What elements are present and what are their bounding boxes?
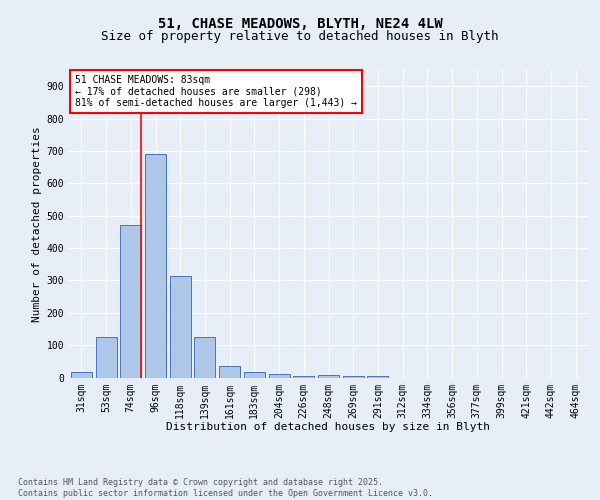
Bar [95, 337, 116, 378]
Y-axis label: Number of detached properties: Number of detached properties [32, 126, 43, 322]
Bar [71, 372, 92, 378]
Bar [219, 366, 240, 378]
Bar [244, 372, 265, 378]
Bar [145, 154, 166, 378]
Bar [318, 375, 339, 378]
Bar [269, 374, 290, 378]
Bar [293, 376, 314, 378]
Bar [367, 376, 388, 378]
Bar [120, 226, 141, 378]
Text: Size of property relative to detached houses in Blyth: Size of property relative to detached ho… [101, 30, 499, 43]
Bar [343, 376, 364, 378]
Bar [194, 337, 215, 378]
Text: Contains HM Land Registry data © Crown copyright and database right 2025.
Contai: Contains HM Land Registry data © Crown c… [18, 478, 433, 498]
Bar [170, 276, 191, 378]
Text: 51 CHASE MEADOWS: 83sqm
← 17% of detached houses are smaller (298)
81% of semi-d: 51 CHASE MEADOWS: 83sqm ← 17% of detache… [75, 74, 357, 108]
X-axis label: Distribution of detached houses by size in Blyth: Distribution of detached houses by size … [167, 422, 491, 432]
Text: 51, CHASE MEADOWS, BLYTH, NE24 4LW: 51, CHASE MEADOWS, BLYTH, NE24 4LW [158, 18, 442, 32]
